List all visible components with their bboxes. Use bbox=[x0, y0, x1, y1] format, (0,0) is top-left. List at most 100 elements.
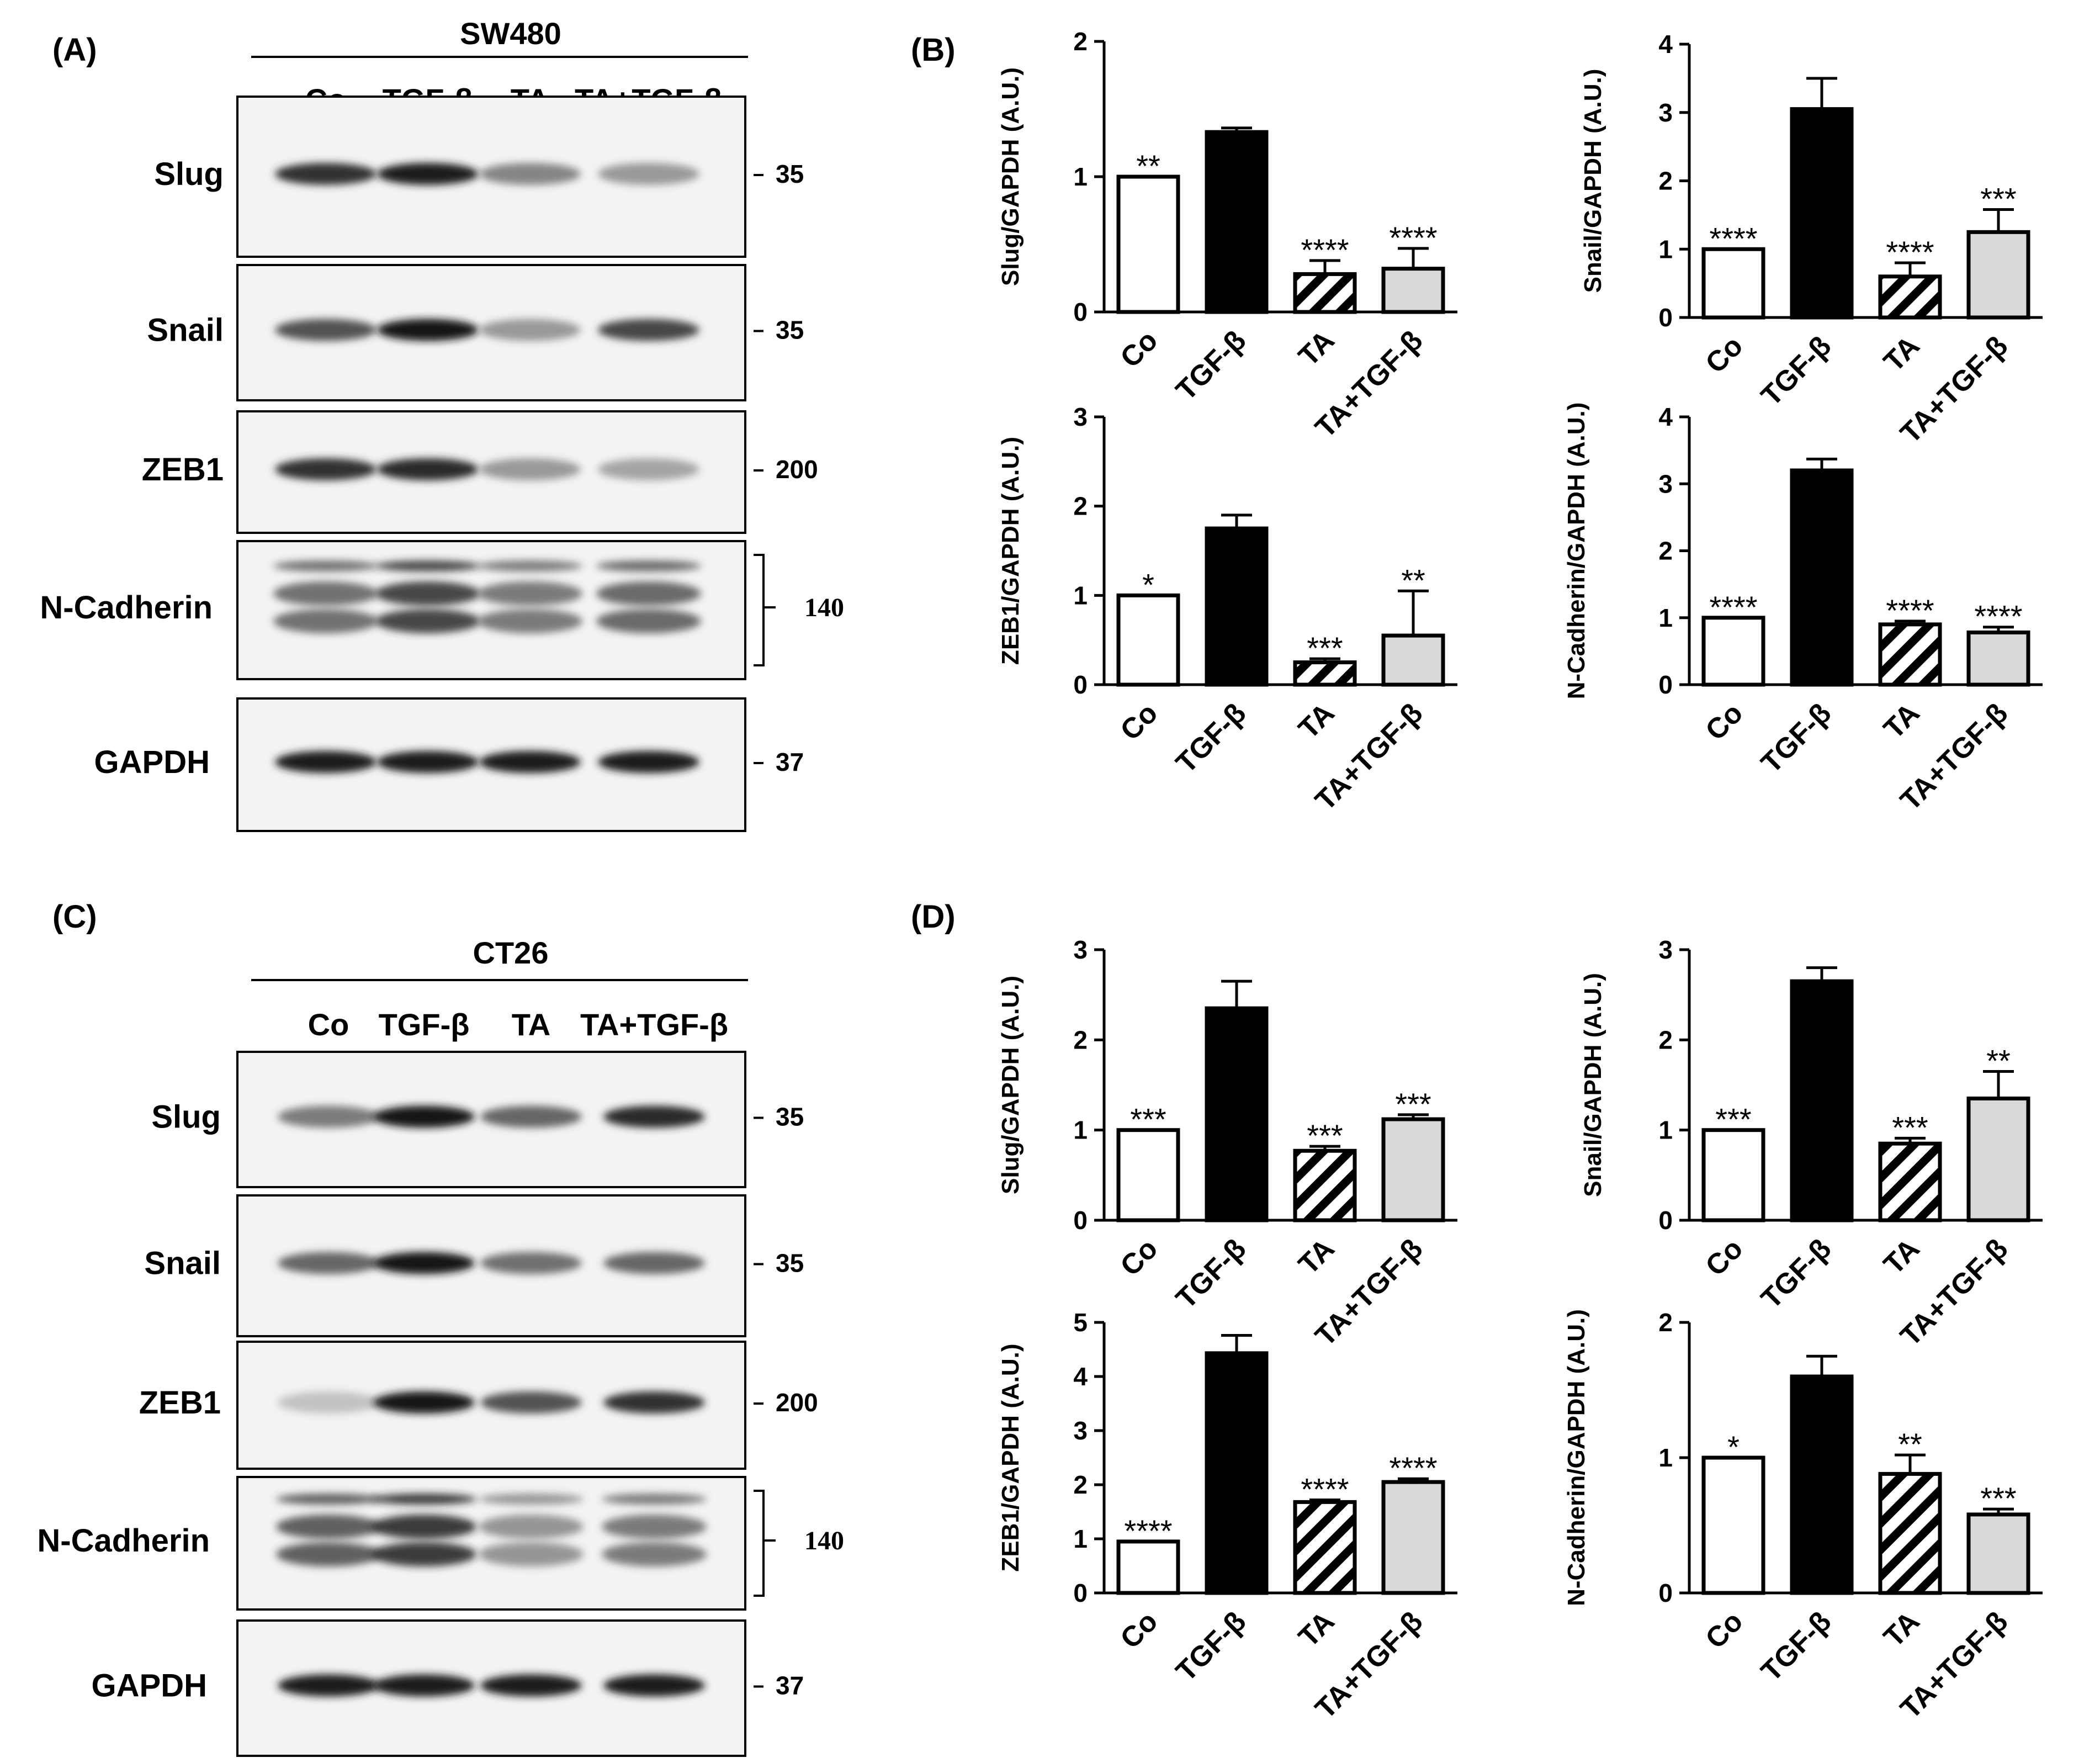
bar bbox=[1116, 1128, 1180, 1222]
blot-band bbox=[372, 1515, 476, 1539]
protein-label: Snail bbox=[147, 313, 224, 348]
blot-band bbox=[478, 609, 582, 633]
significance-label: **** bbox=[1886, 235, 1934, 269]
blot-band bbox=[377, 458, 479, 480]
blot-band bbox=[275, 751, 376, 773]
blot-band bbox=[273, 560, 378, 571]
y-tick-label: 2 bbox=[1073, 27, 1088, 56]
blot-band bbox=[480, 1674, 582, 1697]
category-label: Co bbox=[1699, 330, 1749, 379]
bar bbox=[1878, 1141, 1942, 1222]
bar bbox=[1116, 1539, 1180, 1595]
blot-band bbox=[480, 1391, 582, 1413]
y-tick-label: 0 bbox=[1658, 1206, 1673, 1235]
y-tick-label: 3 bbox=[1658, 469, 1673, 498]
blot-title: CT26 bbox=[473, 935, 549, 970]
blot-band bbox=[479, 751, 581, 773]
bar bbox=[1381, 267, 1445, 314]
blot-band bbox=[375, 581, 480, 606]
bar bbox=[1966, 630, 2030, 687]
blot-row: Slug 35 bbox=[151, 1051, 804, 1188]
blot-band bbox=[276, 1515, 381, 1539]
bar bbox=[1966, 230, 2030, 320]
mw-marker-label: 35 bbox=[776, 316, 804, 345]
blot-band bbox=[276, 1542, 381, 1566]
blot-title: SW480 bbox=[460, 16, 561, 51]
blot-band bbox=[377, 751, 479, 773]
bar bbox=[1205, 1006, 1269, 1222]
blot-band bbox=[602, 1494, 707, 1505]
y-tick-label: 2 bbox=[1658, 1308, 1673, 1337]
blot-band bbox=[478, 581, 582, 606]
significance-label: *** bbox=[1892, 1110, 1928, 1145]
category-label: TA bbox=[1878, 1605, 1926, 1653]
lane-label-ta: TA bbox=[512, 1007, 551, 1042]
y-tick-label: 4 bbox=[1073, 1362, 1088, 1391]
blot-band bbox=[275, 319, 376, 341]
bar bbox=[1790, 1374, 1854, 1595]
blot-row: Slug 35 bbox=[154, 96, 804, 258]
category-label: Co bbox=[1699, 697, 1749, 747]
blot-row: GAPDH 37 bbox=[94, 697, 804, 832]
bar bbox=[1701, 247, 1765, 320]
blot-band bbox=[603, 1252, 705, 1274]
blot-band bbox=[479, 1515, 584, 1539]
mw-marker-label: 140 bbox=[804, 593, 844, 622]
y-tick-label: 2 bbox=[1073, 1025, 1088, 1054]
bar bbox=[1293, 660, 1357, 687]
significance-label: *** bbox=[1715, 1102, 1751, 1137]
bar bbox=[1701, 1128, 1765, 1222]
significance-label: * bbox=[1142, 567, 1154, 602]
mw-marker-label: 35 bbox=[776, 1103, 804, 1131]
blot-band bbox=[276, 1494, 381, 1505]
bar bbox=[1701, 616, 1765, 687]
blot-band bbox=[278, 1391, 379, 1413]
mw-bracket bbox=[754, 1490, 765, 1597]
y-tick-label: 0 bbox=[1658, 670, 1673, 699]
y-tick-label: 2 bbox=[1658, 537, 1673, 565]
bar bbox=[1790, 979, 1854, 1222]
mw-marker-label: 200 bbox=[776, 455, 818, 484]
blot-band bbox=[479, 458, 581, 480]
category-label: TGF-β bbox=[1170, 1605, 1252, 1687]
category-label: TGF-β bbox=[1755, 330, 1837, 412]
category-label: TGF-β bbox=[1170, 1232, 1252, 1315]
bar bbox=[1293, 1148, 1357, 1222]
category-label: TGF-β bbox=[1170, 324, 1252, 406]
blot-band bbox=[278, 1105, 379, 1128]
mw-marker-label: 35 bbox=[776, 1249, 804, 1278]
blot-band bbox=[275, 458, 376, 480]
bar bbox=[1878, 1471, 1942, 1595]
bar bbox=[1701, 1455, 1765, 1595]
category-label: TGF-β bbox=[1170, 697, 1252, 779]
y-tick-label: 0 bbox=[1073, 1579, 1088, 1607]
blot-row: ZEB1 200 bbox=[142, 410, 818, 534]
significance-label: **** bbox=[1124, 1513, 1172, 1548]
blot-row: N-Cadherin 140 bbox=[40, 540, 844, 680]
blot-band bbox=[377, 163, 479, 185]
bar bbox=[1966, 1512, 2030, 1595]
bar bbox=[1381, 1117, 1445, 1222]
protein-label: Snail bbox=[144, 1246, 221, 1282]
significance-label: *** bbox=[1980, 181, 2016, 216]
mw-marker-label: 35 bbox=[776, 160, 804, 188]
y-tick-label: 1 bbox=[1073, 1524, 1088, 1553]
category-label: Co bbox=[1699, 1605, 1749, 1655]
significance-label: ** bbox=[1898, 1427, 1922, 1462]
significance-label: *** bbox=[1980, 1481, 2016, 1516]
blot-band bbox=[479, 163, 581, 185]
bar bbox=[1205, 130, 1269, 314]
panel-label-a: (A) bbox=[52, 32, 97, 68]
blot-band bbox=[273, 609, 378, 633]
protein-label: Slug bbox=[154, 156, 224, 192]
significance-label: *** bbox=[1307, 631, 1343, 665]
category-label: TA bbox=[1292, 324, 1340, 372]
blot-row: Snail 35 bbox=[144, 1194, 804, 1337]
blot-band bbox=[603, 1391, 705, 1413]
category-label: Co bbox=[1114, 1232, 1164, 1282]
blot-band bbox=[479, 1494, 584, 1505]
blot-band bbox=[273, 581, 378, 606]
bar bbox=[1116, 174, 1180, 314]
